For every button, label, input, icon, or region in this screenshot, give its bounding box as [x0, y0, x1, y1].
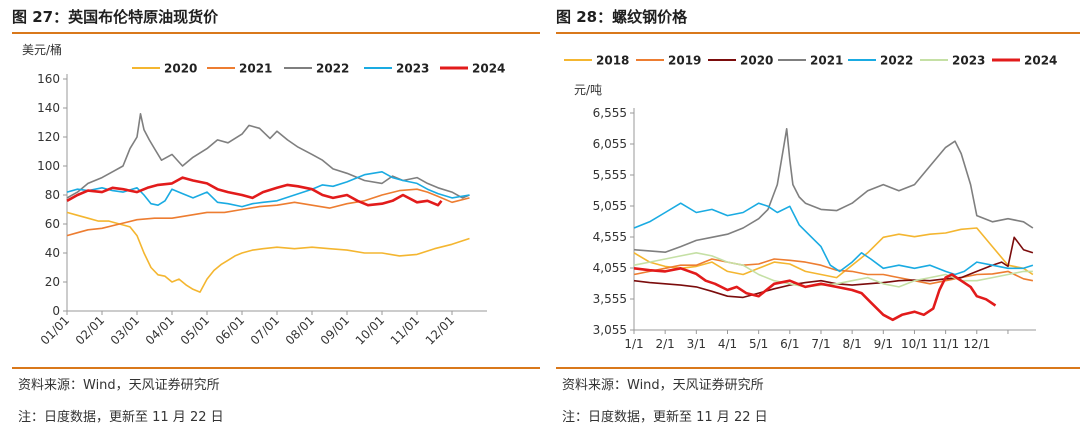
x-tick-label: 11/01	[388, 313, 422, 347]
y-tick-label: 3,555	[593, 292, 627, 306]
x-tick-label: 4/1	[718, 337, 737, 351]
y-tick-label: 140	[37, 101, 60, 115]
x-tick-label: 12/1	[963, 337, 990, 351]
y-tick-label: 0	[52, 304, 60, 318]
y-tick-label: 5,555	[593, 168, 627, 182]
y-tick-label: 40	[45, 246, 60, 260]
y-axis-label: 美元/桶	[22, 42, 62, 57]
x-tick-label: 1/1	[624, 337, 643, 351]
x-tick-label: 7/1	[811, 337, 830, 351]
series-line-2018	[633, 227, 1034, 279]
y-tick-label: 160	[37, 72, 60, 86]
x-tick-label: 02/01	[73, 313, 107, 347]
legend-label-2020: 2020	[740, 54, 773, 68]
x-tick-label: 08/01	[283, 313, 317, 347]
series-line-2020	[633, 236, 1034, 299]
x-tick-label: 12/01	[423, 313, 457, 347]
series-line-2023	[66, 171, 470, 208]
y-tick-label: 5,055	[593, 199, 627, 213]
series-line-2020	[66, 211, 470, 293]
brent-panel: 图 27：英国布伦特原油现货价 0 20 40 60 80 100 120 140 160 01/…	[12, 0, 540, 431]
series-line-2024	[66, 176, 443, 207]
x-tick-label: 8/1	[842, 337, 861, 351]
rebar-chart-title: 图 28：螺纹钢价格	[556, 8, 688, 26]
y-tick-label: 100	[37, 159, 60, 173]
y-tick-label: 20	[45, 275, 60, 289]
x-tick-label: 09/01	[318, 313, 352, 347]
x-tick-label: 04/01	[143, 313, 177, 347]
title-rule	[12, 32, 540, 34]
x-tick-label: 6/1	[780, 337, 799, 351]
title-rule	[556, 32, 1080, 34]
x-tick-label: 03/01	[108, 313, 142, 347]
x-tick-label: 10/1	[901, 337, 928, 351]
footer-rule	[556, 367, 1080, 369]
legend-label-2022: 2022	[316, 62, 349, 76]
legend-label-2019: 2019	[668, 54, 701, 68]
y-tick-label: 6,055	[593, 137, 627, 151]
y-axis-label: 元/吨	[574, 83, 602, 97]
x-tick-label: 01/01	[38, 313, 72, 347]
series-line-2024	[633, 267, 997, 322]
footer-rule	[12, 367, 540, 369]
y-tick-label: 4,555	[593, 230, 627, 244]
series-line-2022	[66, 113, 470, 199]
legend-label-2021: 2021	[810, 54, 843, 68]
x-tick-label: 06/01	[213, 313, 247, 347]
legend-label-2022: 2022	[880, 54, 913, 68]
x-tick-label: 11/1	[932, 337, 959, 351]
legend-label-2018: 2018	[596, 54, 629, 68]
brent-price-chart: 0 20 40 60 80 100 120 140 160 01/01 02/01 03/01 04/0…	[22, 42, 505, 348]
y-tick-label: 60	[45, 217, 60, 231]
legend-label-2024: 2024	[1024, 54, 1057, 68]
y-tick-label: 4,055	[593, 261, 627, 275]
y-tick-label: 120	[37, 130, 60, 144]
series-line-2023	[633, 252, 1033, 288]
rebar-price-chart: 3,055 3,555 4,055 4,555 5,055 5,555 6,055 6,555…	[564, 54, 1057, 351]
x-tick-label: 10/01	[353, 313, 387, 347]
update-note: 注：日度数据，更新至 11 月 22 日	[562, 410, 768, 425]
series-line-2021	[66, 188, 470, 237]
source-note: 资料来源：Wind，天风证券研究所	[562, 378, 764, 393]
x-tick-label: 2/1	[656, 337, 675, 351]
y-tick-label: 3,055	[593, 323, 627, 337]
series-line-2022	[633, 202, 1034, 276]
x-tick-label: 3/1	[687, 337, 706, 351]
series-line-2021	[633, 128, 1034, 253]
source-note: 资料来源：Wind，天风证券研究所	[18, 378, 220, 393]
legend-label-2023: 2023	[396, 62, 429, 76]
rebar-panel: 图 28：螺纹钢价格 3,055 3,555 4,055 4,555 5,055 5,55…	[556, 0, 1080, 431]
x-tick-label: 07/01	[248, 313, 282, 347]
update-note: 注：日度数据，更新至 11 月 22 日	[18, 410, 224, 425]
brent-chart-title: 图 27：英国布伦特原油现货价	[12, 8, 219, 26]
legend-label-2023: 2023	[952, 54, 985, 68]
legend-label-2020: 2020	[164, 62, 197, 76]
x-tick-label: 05/01	[178, 313, 212, 347]
legend-label-2021: 2021	[239, 62, 272, 76]
x-tick-label: 5/1	[749, 337, 768, 351]
legend-label-2024: 2024	[472, 62, 505, 76]
x-tick-label: 9/1	[874, 337, 893, 351]
y-tick-label: 6,555	[593, 106, 627, 120]
y-tick-label: 80	[45, 188, 60, 202]
